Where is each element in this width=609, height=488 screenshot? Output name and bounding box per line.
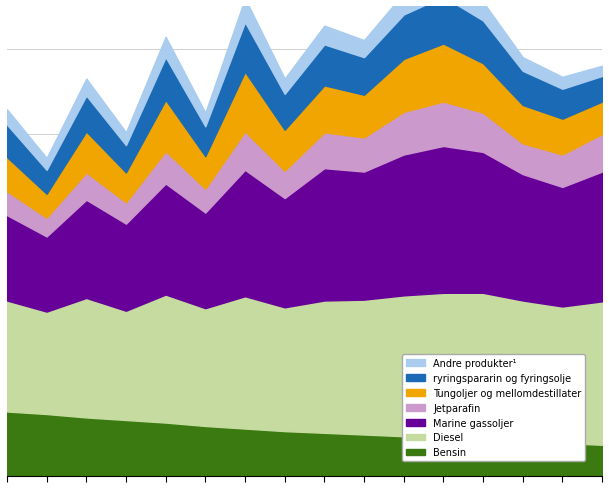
Legend: Andre produkter¹, ryringspararin og fyringsolje, Tungoljer og mellomdestillater,: Andre produkter¹, ryringspararin og fyri…	[402, 355, 585, 461]
